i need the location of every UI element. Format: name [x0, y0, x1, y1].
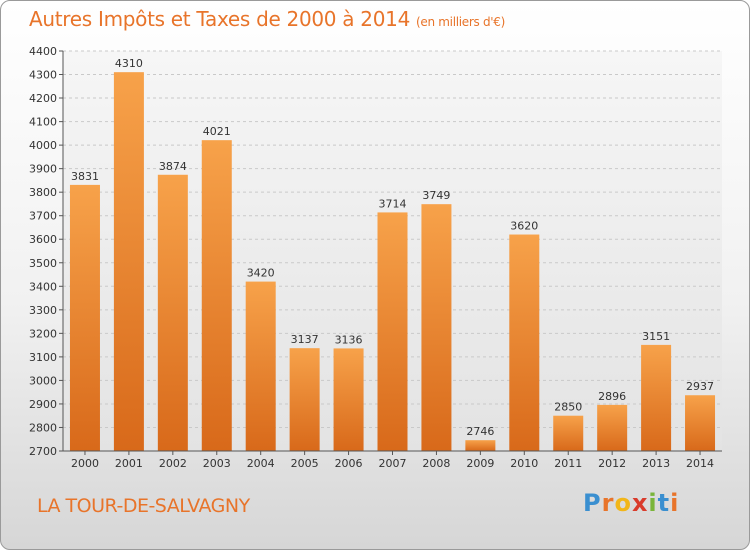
- bar: [641, 344, 672, 451]
- logo-letter: i: [670, 489, 680, 517]
- logo-letter: P: [583, 489, 602, 517]
- logo-letter: r: [601, 489, 615, 517]
- y-tick-label: 3600: [29, 233, 57, 246]
- y-tick-label: 3100: [29, 351, 57, 364]
- y-tick-label: 2800: [29, 421, 57, 434]
- bar-value-label: 3420: [247, 267, 275, 280]
- y-tick-label: 3700: [29, 210, 57, 223]
- bar-value-label: 3151: [642, 330, 670, 343]
- logo-letter: x: [631, 489, 649, 517]
- y-tick-label: 2700: [29, 445, 57, 458]
- x-tick-label: 2014: [686, 457, 714, 470]
- bar-value-label: 2896: [598, 390, 626, 403]
- bar: [553, 415, 584, 451]
- y-tick-label: 3500: [29, 257, 57, 270]
- y-axis: 2700 2800 2900 3000 3100 3200 3300 3400 3500 3600…: [29, 45, 64, 458]
- bar: [157, 174, 188, 451]
- chart-subtitle: (en milliers d'€): [416, 15, 506, 29]
- bar: [69, 184, 100, 451]
- x-tick-label: 2002: [159, 457, 187, 470]
- bar-value-label: 4021: [203, 125, 231, 138]
- x-tick-label: 2008: [422, 457, 450, 470]
- x-tick-label: 2005: [291, 457, 319, 470]
- x-tick-label: 2003: [203, 457, 231, 470]
- y-tick-label: 4400: [29, 45, 57, 58]
- x-tick-label: 2007: [379, 457, 407, 470]
- bar-value-label: 3136: [335, 333, 363, 346]
- chart-title: Autres Impôts et Taxes de 2000 à 2014 (en…: [29, 7, 505, 31]
- x-tick-label: 2000: [71, 457, 99, 470]
- x-tick-label: 2004: [247, 457, 275, 470]
- bar: [289, 348, 320, 451]
- bar-value-label: 4310: [115, 57, 143, 70]
- proxiti-logo: Proxiti: [583, 489, 679, 517]
- bar: [421, 204, 452, 451]
- bar-value-label: 3714: [379, 197, 407, 210]
- y-tick-label: 3800: [29, 186, 57, 199]
- y-tick-label: 4300: [29, 69, 57, 82]
- x-tick-label: 2013: [642, 457, 670, 470]
- bar: [201, 140, 232, 452]
- y-tick-label: 3300: [29, 304, 57, 317]
- y-tick-label: 4200: [29, 92, 57, 105]
- bar-value-label: 3749: [422, 189, 450, 202]
- x-tick-label: 2009: [466, 457, 494, 470]
- x-tick-label: 2011: [554, 457, 582, 470]
- bar: [509, 234, 540, 451]
- location-label: LA TOUR-DE-SALVAGNY: [37, 495, 250, 517]
- y-tick-label: 3000: [29, 374, 57, 387]
- x-axis: 2000 2001 2002 2003 2004 2005 2006 2007 2008 2009…: [63, 450, 722, 470]
- chart-title-text: Autres Impôts et Taxes de 2000 à 2014: [29, 7, 410, 31]
- y-tick-label: 3900: [29, 163, 57, 176]
- x-tick-label: 2012: [598, 457, 626, 470]
- bar-value-label: 3831: [71, 170, 99, 183]
- x-tick-label: 2010: [510, 457, 538, 470]
- bar: [333, 348, 364, 451]
- y-tick-label: 2900: [29, 398, 57, 411]
- bars-group: 3831 4310 3874 4021 3420 3137 3136 3714 3749 2746…: [69, 57, 716, 452]
- bar: [685, 395, 716, 451]
- bar: [597, 404, 628, 451]
- x-tick-label: 2001: [115, 457, 143, 470]
- logo-letter: i: [648, 489, 658, 517]
- bar-value-label: 3620: [510, 220, 538, 233]
- y-tick-label: 3200: [29, 327, 57, 340]
- bar-value-label: 3137: [291, 333, 319, 346]
- x-tick-label: 2006: [335, 457, 363, 470]
- y-tick-label: 4000: [29, 139, 57, 152]
- logo-letter: o: [614, 489, 632, 517]
- bar: [465, 440, 496, 451]
- bar: [113, 72, 144, 452]
- bar: [377, 212, 408, 451]
- bar-value-label: 2937: [686, 380, 714, 393]
- bar-value-label: 2746: [466, 425, 494, 438]
- bar-value-label: 2850: [554, 401, 582, 414]
- y-tick-label: 3400: [29, 280, 57, 293]
- bar-value-label: 3874: [159, 160, 187, 173]
- bar: [245, 281, 276, 451]
- logo-letter: t: [657, 489, 671, 517]
- y-tick-label: 4100: [29, 116, 57, 129]
